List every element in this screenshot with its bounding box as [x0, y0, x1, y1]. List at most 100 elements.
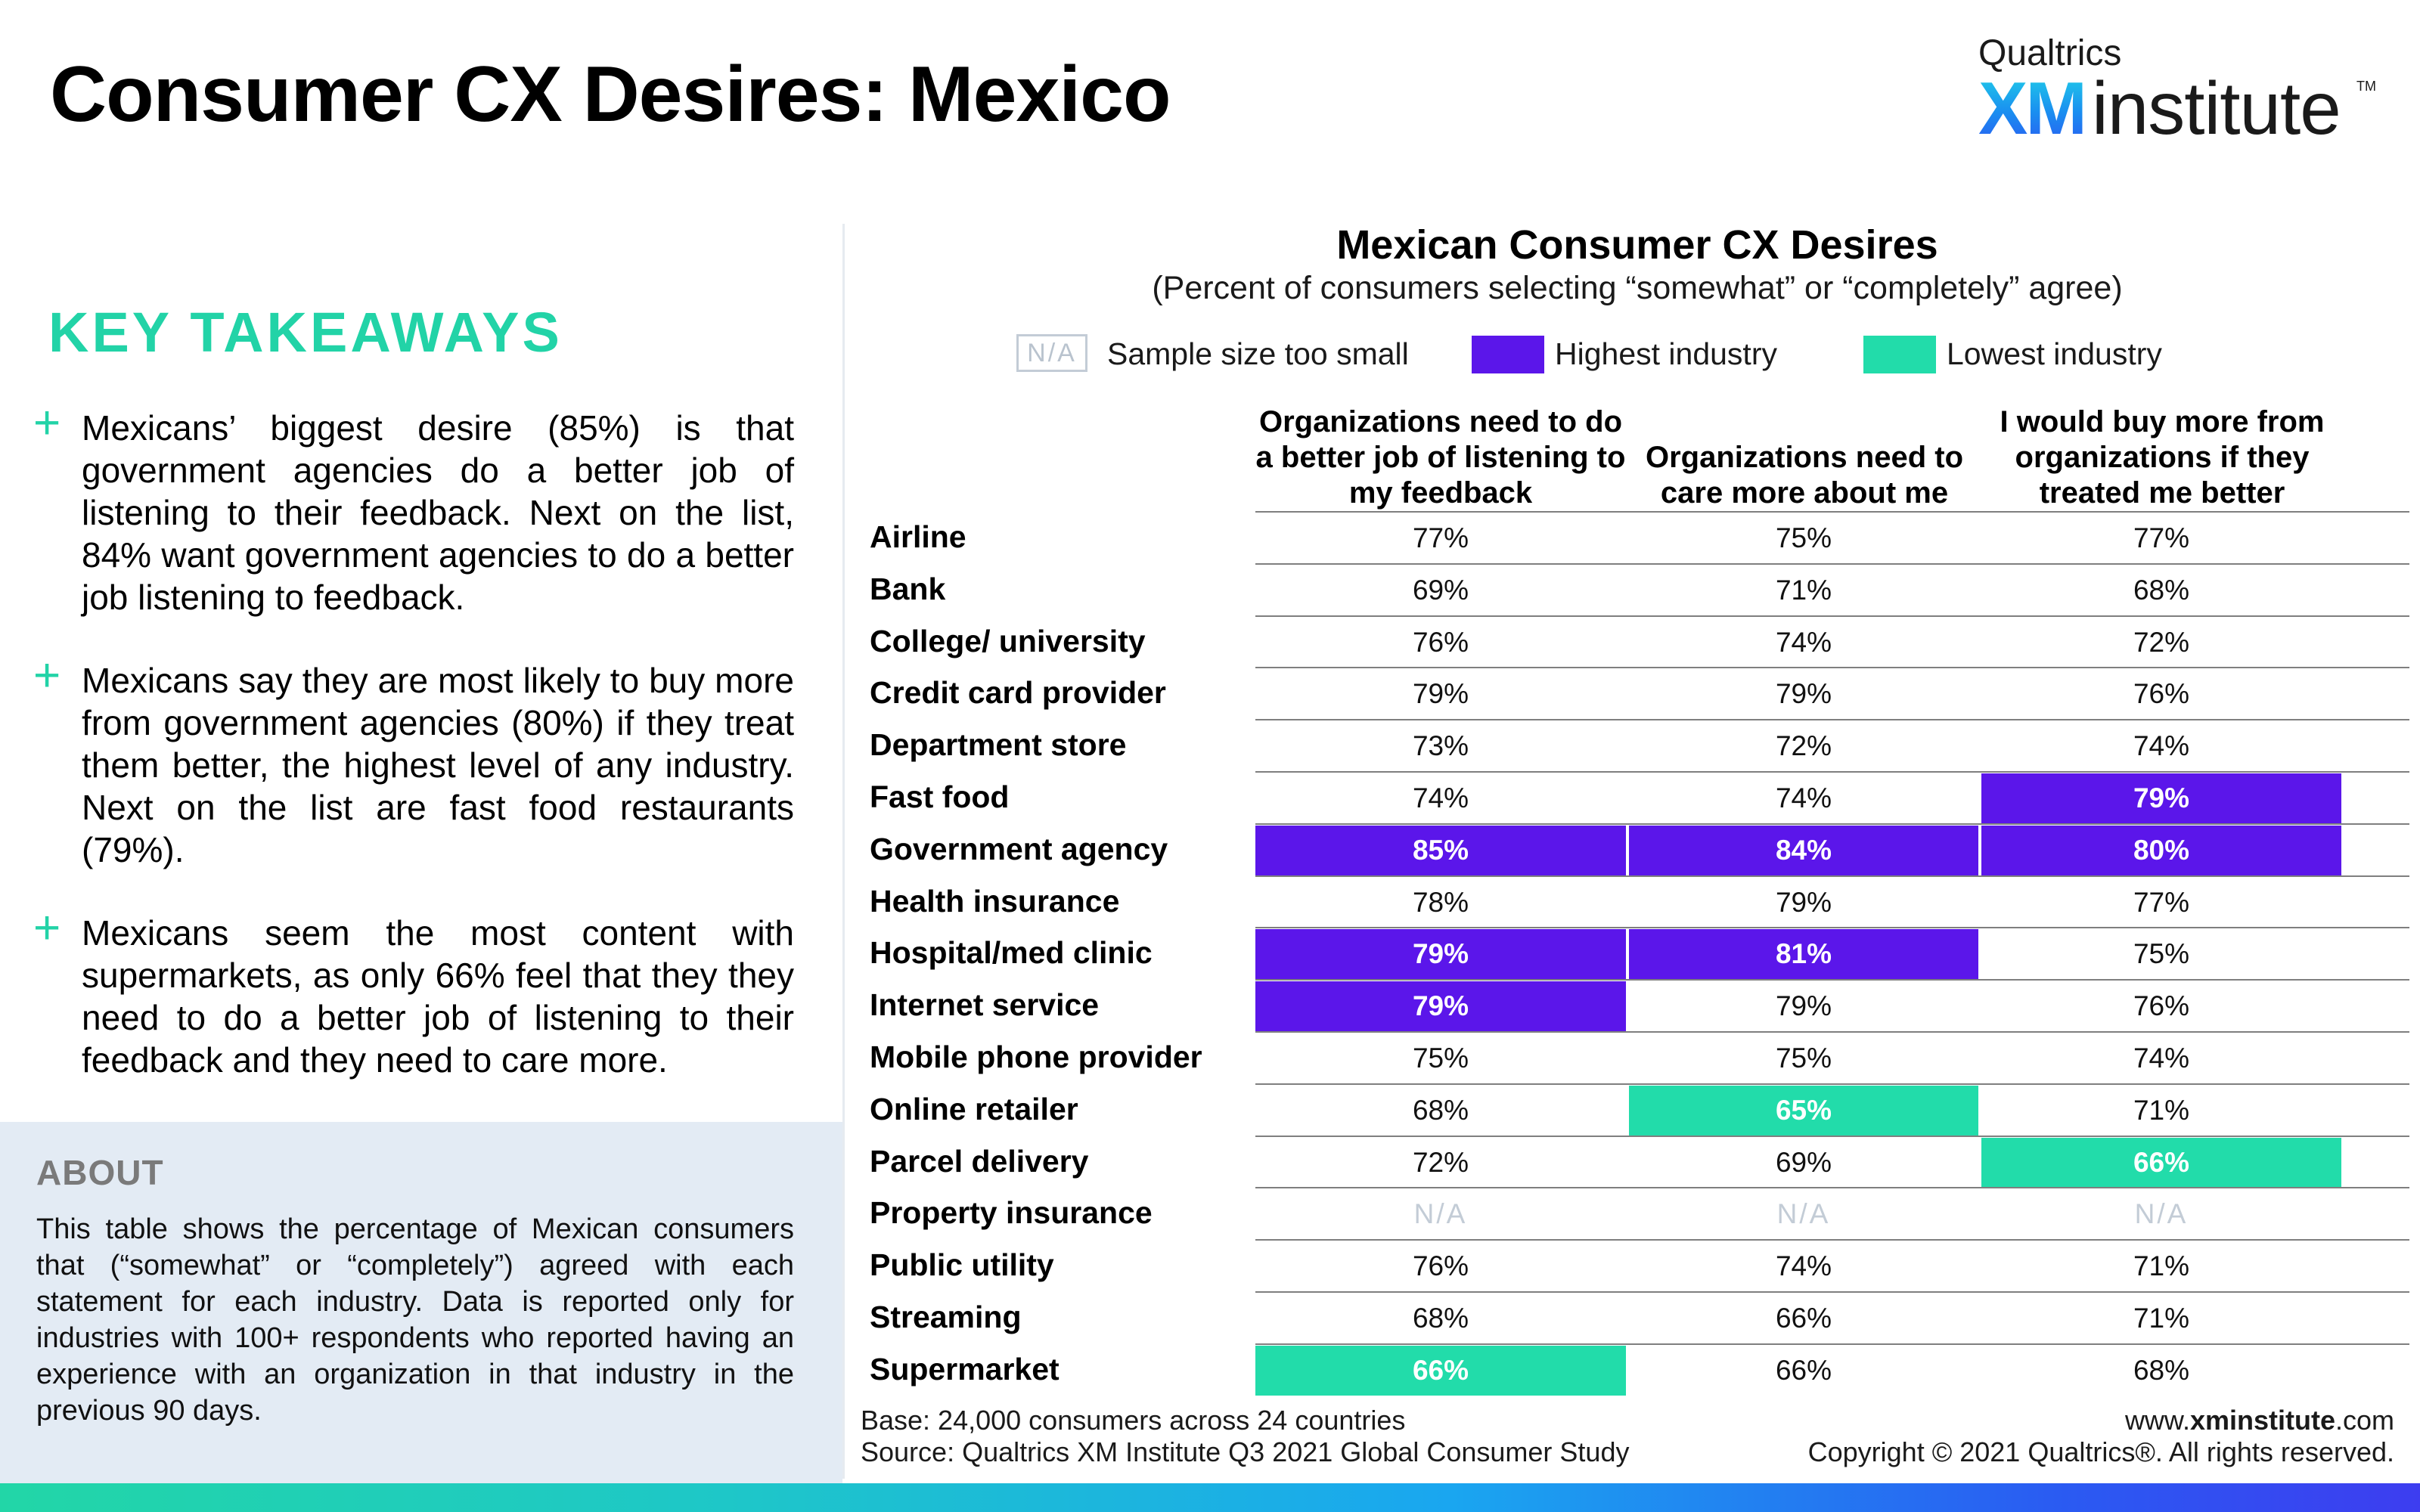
- logo-trademark: TM: [2356, 79, 2376, 94]
- table-cell: 72%: [1775, 730, 1832, 762]
- takeaway-item: + Mexicans’ biggest desire (85%) is that…: [33, 400, 794, 618]
- table-cell: 76%: [2133, 990, 2190, 1022]
- plus-icon: +: [33, 649, 61, 702]
- table-cell: 77%: [1412, 522, 1469, 553]
- table-row: Airline 77% 75% 77%: [870, 511, 2412, 563]
- row-divider: [1255, 1343, 2409, 1345]
- legend-high-swatch: [1472, 336, 1544, 373]
- table-cell: N/A: [2134, 1198, 2189, 1230]
- footer-source-text: Source: Qualtrics XM Institute Q3 2021 G…: [861, 1436, 1630, 1467]
- table-cell: 76%: [1412, 626, 1469, 658]
- row-divider: [1255, 875, 2409, 877]
- table-cell: 76%: [2133, 678, 2190, 710]
- takeaway-text: Mexicans’ biggest desire (85%) is that g…: [82, 408, 794, 617]
- table-cell: 76%: [1412, 1250, 1469, 1282]
- table-cell: 74%: [2133, 730, 2190, 762]
- legend-low-label: Lowest industry: [1947, 336, 2162, 371]
- table-row: Health insurance 78% 79% 77%: [870, 875, 2412, 928]
- row-divider: [1255, 1239, 2409, 1241]
- row-divider: [1255, 1135, 2409, 1137]
- row-industry-label: Streaming: [870, 1300, 1022, 1334]
- footer-base-text: Base: 24,000 consumers across 24 countri…: [861, 1405, 1406, 1436]
- legend-low-swatch: [1863, 336, 1936, 373]
- table-cell: 68%: [2133, 574, 2190, 606]
- table-cell: 75%: [2133, 938, 2190, 970]
- footer-copyright-text: Copyright © 2021 Qualtrics®. All rights …: [1807, 1436, 2394, 1467]
- chart-subtitle: (Percent of consumers selecting “somewha…: [1152, 270, 2123, 306]
- row-industry-label: Property insurance: [870, 1195, 1153, 1231]
- table-cell: 74%: [1412, 782, 1469, 813]
- table-cell: 66%: [1775, 1303, 1832, 1334]
- plus-icon: +: [33, 902, 61, 954]
- takeaways-list: + Mexicans’ biggest desire (85%) is that…: [33, 400, 794, 1122]
- row-divider: [1255, 719, 2409, 721]
- takeaway-item: + Mexicans say they are most likely to b…: [33, 652, 794, 871]
- row-industry-label: College/ university: [870, 623, 1146, 658]
- table-cell: 74%: [1775, 626, 1832, 658]
- footer-url: www.xminstitute.com: [2124, 1405, 2394, 1436]
- table-cell: 72%: [1412, 1146, 1469, 1178]
- table-cell: 72%: [2133, 626, 2190, 658]
- qualtrics-xm-institute-logo: Qualtrics XM institute TM: [1978, 32, 2376, 150]
- takeaway-text: Mexicans say they are most likely to buy…: [82, 661, 794, 869]
- row-industry-label: Parcel delivery: [870, 1143, 1089, 1179]
- table-cell: 79%: [1775, 886, 1832, 918]
- takeaway-text: Mexicans seem the most content with supe…: [82, 913, 794, 1080]
- table-cell: 68%: [1412, 1094, 1469, 1126]
- plus-icon: +: [33, 397, 61, 449]
- about-heading: ABOUT: [36, 1153, 164, 1192]
- table-cell: 66%: [1255, 1345, 1626, 1396]
- row-divider: [1255, 562, 2409, 565]
- column-header-buy-more: I would buy more from organizations if t…: [2000, 405, 2325, 510]
- row-divider: [1255, 1291, 2409, 1293]
- row-industry-label: Fast food: [870, 779, 1010, 814]
- table-cell: 79%: [1255, 981, 1626, 1032]
- row-industry-label: Online retailer: [870, 1091, 1078, 1126]
- table-cell: 84%: [1629, 825, 1978, 875]
- row-divider: [1255, 1083, 2409, 1085]
- table-cell: 75%: [1412, 1043, 1469, 1074]
- logo-qualtrics-text: Qualtrics: [1978, 33, 2122, 73]
- table-cell: 79%: [1412, 678, 1469, 710]
- table-cell: 78%: [1412, 886, 1469, 918]
- table-cell: 75%: [1775, 522, 1832, 553]
- table-cell: 73%: [1412, 730, 1469, 762]
- row-divider: [1255, 1031, 2409, 1033]
- table-row: Online retailer 68% 65% 71%: [870, 1083, 2412, 1136]
- table-row: Department store 73% 72% 74%: [870, 719, 2412, 771]
- row-industry-label: Government agency: [870, 831, 1168, 866]
- table-cell: N/A: [1776, 1198, 1831, 1230]
- table-cell: 77%: [2133, 522, 2190, 553]
- footer-copyright: www.xminstitute.com Copyright © 2021 Qua…: [1808, 1405, 2394, 1468]
- table-row: Mobile phone provider 75% 75% 74%: [870, 1031, 2412, 1083]
- chart-title: Mexican Consumer CX Desires: [1336, 222, 1938, 268]
- table-cell: N/A: [1413, 1198, 1468, 1230]
- row-industry-label: Mobile phone provider: [870, 1040, 1202, 1074]
- key-takeaways-heading: KEY TAKEAWAYS: [48, 301, 563, 364]
- table-row: Streaming 68% 66% 71%: [870, 1291, 2412, 1343]
- table-cell: 79%: [1775, 990, 1832, 1022]
- row-industry-label: Airline: [870, 519, 966, 554]
- table-cell: 79%: [1775, 678, 1832, 710]
- row-divider: [1255, 1187, 2409, 1189]
- row-divider: [1255, 823, 2409, 825]
- row-industry-label: Credit card provider: [870, 675, 1166, 711]
- row-divider: [1255, 511, 2409, 513]
- table-row: Internet service 79% 79% 76%: [870, 979, 2412, 1032]
- logo-xm-text: XM: [1978, 67, 2087, 150]
- table-row: Public utility 76% 74% 71%: [870, 1239, 2412, 1291]
- table-cell: 69%: [1412, 574, 1469, 606]
- table-cell: 71%: [1775, 574, 1832, 606]
- vertical-divider: [842, 224, 845, 1479]
- page-title: Consumer CX Desires: Mexico: [50, 51, 1171, 138]
- row-industry-label: Health insurance: [870, 883, 1120, 919]
- table-cell: 79%: [1981, 773, 2341, 823]
- table-row: College/ university 76% 74% 72%: [870, 615, 2412, 668]
- table-cell: 74%: [1775, 782, 1832, 813]
- table-row: Fast food 74% 74% 79%: [870, 771, 2412, 823]
- table-row: Credit card provider 79% 79% 76%: [870, 667, 2412, 719]
- footer-source: Base: 24,000 consumers across 24 countri…: [861, 1405, 1629, 1468]
- table-row: Bank 69% 71% 68%: [870, 562, 2412, 615]
- table-cell: 77%: [2133, 886, 2190, 918]
- table-cell: 66%: [1981, 1137, 2341, 1188]
